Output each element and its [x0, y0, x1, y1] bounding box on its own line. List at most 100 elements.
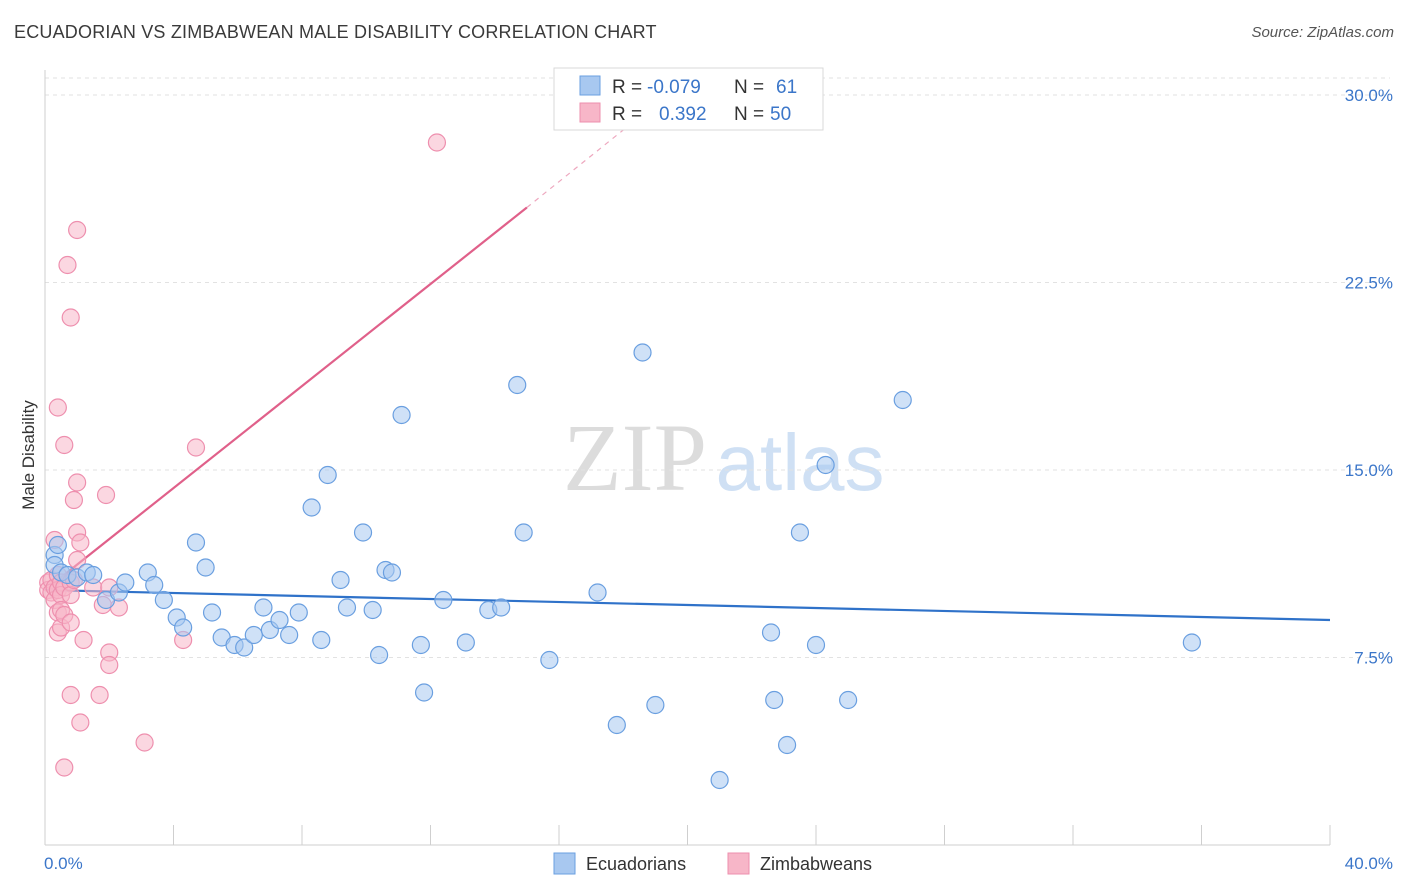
y-axis-label: Male Disability [19, 400, 38, 510]
trend-line-zimbabweans [50, 206, 528, 586]
data-point-ecuadorians [392, 405, 411, 425]
data-point-zimbabweans [135, 733, 154, 752]
x-tick-label-min: 0.0% [44, 854, 83, 873]
data-point-ecuadorians [646, 695, 665, 715]
correlation-legend: R = -0.079 N = 61 R = 0.392 N = 50 [553, 67, 824, 131]
data-point-ecuadorians [540, 650, 559, 670]
data-point-zimbabweans [61, 308, 80, 327]
legend-r-value-1: -0.079 [647, 77, 701, 98]
data-point-zimbabweans [55, 435, 74, 455]
data-point-zimbabweans [96, 485, 116, 505]
data-point-zimbabweans [68, 473, 87, 492]
bottom-legend-swatch-ecuadorians [553, 852, 576, 875]
legend-n-label-2: N = [734, 104, 764, 125]
legend-swatch-ecuadorians [579, 75, 601, 96]
source-label: Source: ZipAtlas.com [1251, 24, 1394, 41]
data-point-ecuadorians [607, 715, 626, 735]
data-point-ecuadorians [414, 683, 434, 702]
data-point-ecuadorians [893, 390, 912, 410]
data-point-ecuadorians [254, 598, 273, 617]
data-point-zimbabweans [55, 758, 74, 777]
data-point-ecuadorians [186, 533, 206, 552]
data-point-ecuadorians [434, 590, 453, 610]
data-point-ecuadorians [174, 618, 193, 637]
trend-line-extension [526, 129, 624, 208]
bottom-legend-swatch-zimbabweans [727, 852, 750, 875]
data-point-ecuadorians [633, 343, 652, 362]
data-point-ecuadorians [302, 498, 321, 517]
bottom-legend-zimbabweans: Zimbabweans [760, 854, 872, 874]
data-point-zimbabweans [48, 398, 67, 417]
data-point-zimbabweans [58, 255, 77, 275]
data-point-ecuadorians [761, 623, 781, 642]
data-point-ecuadorians [116, 573, 135, 592]
data-point-ecuadorians [790, 523, 810, 542]
data-point-zimbabweans [61, 613, 80, 632]
data-point-zimbabweans [90, 685, 109, 705]
data-point-ecuadorians [353, 523, 373, 542]
data-point-ecuadorians [363, 600, 382, 620]
data-point-ecuadorians [456, 633, 475, 652]
y-tick-label: 30.0% [1345, 86, 1393, 105]
data-point-zimbabweans [71, 713, 90, 732]
data-point-ecuadorians [318, 465, 337, 485]
data-point-ecuadorians [84, 565, 103, 585]
legend-r-label-2: R = [612, 104, 642, 125]
data-point-ecuadorians [370, 645, 389, 665]
data-points [39, 133, 1201, 790]
data-point-zimbabweans [61, 585, 80, 605]
data-point-ecuadorians [196, 558, 215, 577]
data-point-ecuadorians [331, 570, 350, 590]
legend-n-value-2: 50 [770, 104, 791, 125]
data-point-ecuadorians [588, 583, 607, 602]
data-point-zimbabweans [74, 630, 93, 650]
legend-r-label-1: R = [612, 77, 642, 98]
data-point-ecuadorians [1182, 633, 1201, 652]
legend-r-value-2: 0.392 [659, 104, 707, 125]
data-point-ecuadorians [289, 603, 308, 622]
y-tick-label: 7.5% [1354, 649, 1393, 668]
data-point-ecuadorians [765, 690, 784, 710]
data-point-ecuadorians [145, 575, 164, 595]
data-point-ecuadorians [382, 563, 402, 582]
data-point-ecuadorians [244, 625, 263, 645]
data-point-ecuadorians [816, 455, 835, 475]
y-tick-label: 22.5% [1345, 274, 1393, 293]
data-point-zimbabweans [61, 685, 80, 705]
grid-lines [45, 77, 1390, 658]
data-point-ecuadorians [154, 590, 173, 610]
watermark-zip: ZIP [563, 404, 707, 511]
data-point-ecuadorians [280, 625, 299, 645]
legend-n-label-1: N = [734, 77, 764, 98]
data-point-ecuadorians [235, 638, 254, 657]
data-point-zimbabweans [68, 220, 87, 240]
data-point-zimbabweans [100, 655, 119, 675]
watermark-atlas: atlas [716, 418, 885, 507]
data-point-zimbabweans [64, 490, 84, 510]
trend-lines [44, 129, 1331, 622]
data-point-ecuadorians [492, 598, 511, 617]
trend-line-ecuadorians [44, 588, 1331, 622]
series-legend: Ecuadorians Zimbabweans [553, 852, 872, 875]
data-point-ecuadorians [337, 598, 357, 617]
data-point-ecuadorians [839, 690, 858, 710]
axes: 7.5% 15.0% 22.5% 30.0% [44, 70, 1393, 846]
data-point-zimbabweans [427, 133, 447, 152]
data-point-ecuadorians [710, 770, 729, 790]
chart-title: ECUADORIAN VS ZIMBABWEAN MALE DISABILITY… [14, 22, 657, 42]
data-point-ecuadorians [514, 523, 533, 542]
data-point-ecuadorians [312, 630, 331, 650]
data-point-ecuadorians [48, 535, 67, 555]
data-point-ecuadorians [270, 610, 289, 630]
data-point-zimbabweans [71, 533, 90, 552]
data-point-ecuadorians [202, 603, 222, 622]
legend-n-value-1: 61 [776, 77, 797, 98]
data-point-ecuadorians [411, 635, 430, 655]
data-point-ecuadorians [777, 735, 797, 755]
data-point-ecuadorians [508, 375, 527, 395]
bottom-legend-ecuadorians: Ecuadorians [586, 854, 686, 874]
x-tick-label-max: 40.0% [1345, 854, 1393, 873]
legend-swatch-zimbabweans [579, 102, 601, 123]
data-point-ecuadorians [806, 635, 826, 655]
